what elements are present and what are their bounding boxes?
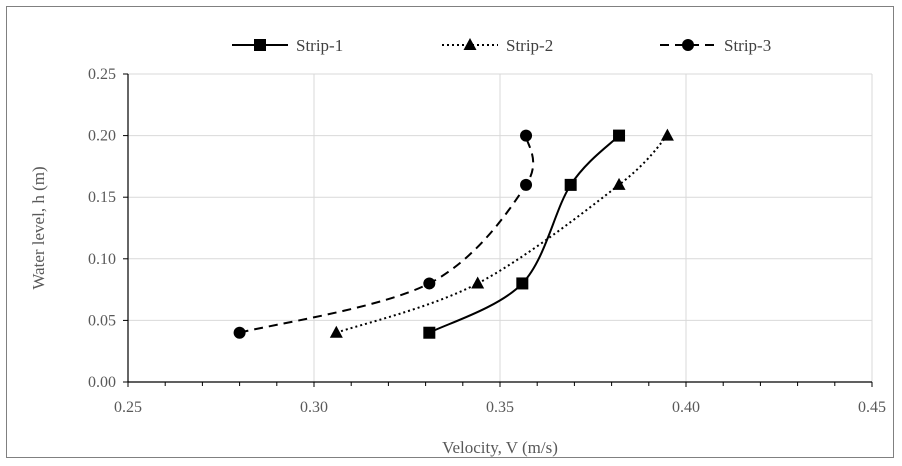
legend-label: Strip-2 xyxy=(506,36,553,55)
y-tick-label: 0.25 xyxy=(88,66,116,83)
x-axis-title: Velocity, V (m/s) xyxy=(442,438,558,457)
x-tick-label: 0.30 xyxy=(300,399,328,416)
y-tick-label: 0.20 xyxy=(88,128,116,145)
series-layer xyxy=(233,128,674,339)
legend-label: Strip-1 xyxy=(296,36,343,55)
x-tick-label: 0.35 xyxy=(486,399,514,416)
data-point-circle xyxy=(520,129,533,142)
data-point-triangle xyxy=(660,128,674,141)
legend-item-strip-2: Strip-2 xyxy=(442,36,553,55)
data-point-triangle xyxy=(612,177,626,190)
legend-marker-circle xyxy=(682,39,694,51)
y-tick-label: 0.05 xyxy=(88,312,116,329)
series-line xyxy=(335,134,669,334)
grid-lines xyxy=(128,73,873,382)
chart-frame xyxy=(6,6,894,458)
legend-item-strip-1: Strip-1 xyxy=(232,36,343,55)
legend-marker-triangle xyxy=(463,38,477,50)
data-point-circle xyxy=(233,326,246,339)
legend-label: Strip-3 xyxy=(724,36,771,55)
y-tick-label: 0.00 xyxy=(88,374,116,391)
legend-item-strip-3: Strip-3 xyxy=(660,36,771,55)
legend-marker-square xyxy=(254,39,266,51)
data-point-triangle xyxy=(471,276,485,289)
legend: Strip-1 Strip-2 Strip-3 xyxy=(232,36,771,55)
series-line xyxy=(239,135,535,334)
data-point-triangle xyxy=(329,325,343,338)
data-point-square xyxy=(516,277,529,290)
data-point-square xyxy=(423,326,436,339)
series-strip-1 xyxy=(423,129,626,339)
series-strip-3 xyxy=(233,129,535,339)
y-tick-label: 0.15 xyxy=(88,189,116,206)
data-point-square xyxy=(564,178,577,191)
x-tick-label: 0.45 xyxy=(858,399,886,416)
series-strip-2 xyxy=(329,128,674,338)
data-point-circle xyxy=(423,277,436,290)
y-tick-label: 0.10 xyxy=(88,251,116,268)
tick-labels: 0.00 0.05 0.10 0.15 0.20 0.25 0.25 0.30 0.35 0.40… xyxy=(88,66,886,416)
axes xyxy=(123,73,873,387)
series-line xyxy=(428,134,620,334)
data-point-circle xyxy=(520,178,533,191)
x-tick-label: 0.25 xyxy=(114,399,142,416)
y-axis-title: Water level, h (m) xyxy=(29,166,48,289)
data-point-square xyxy=(613,129,626,142)
x-tick-label: 0.40 xyxy=(672,399,700,416)
